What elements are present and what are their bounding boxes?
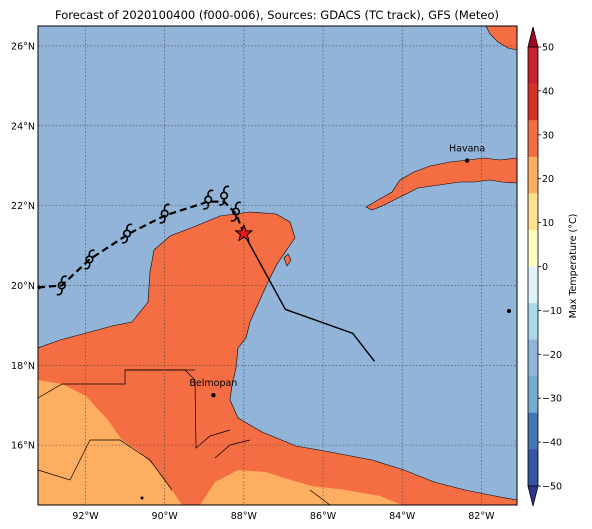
colorbar-band	[528, 449, 538, 487]
colorbar-band	[528, 303, 538, 340]
land-island	[140, 496, 144, 500]
city-label: Havana	[449, 144, 485, 155]
lon-tick-label: 86°W	[310, 511, 337, 522]
colorbar: 50 40 30 20 10 0 −10 −20 −30 −40 −50	[527, 26, 562, 507]
lon-tick-label: 82°W	[468, 511, 495, 522]
colorbar-band	[528, 266, 538, 304]
colorbar-band	[528, 229, 538, 267]
colorbar-band	[528, 376, 538, 414]
lat-tick-label: 24°N	[11, 121, 35, 132]
colorbar-extend-max	[527, 26, 539, 48]
country-borders	[38, 369, 331, 505]
track-start-dot	[37, 285, 41, 290]
colorbar-tick-label: −40	[542, 438, 562, 449]
lat-tick-label: 18°N	[11, 361, 35, 372]
map-panel	[38, 26, 517, 505]
land-highlands-west	[38, 380, 182, 505]
lon-tick-label: 88°W	[231, 511, 258, 522]
land-island	[507, 309, 511, 313]
land-highlands-south	[200, 470, 402, 505]
map-frame	[37, 25, 518, 506]
lat-tick-label: 26°N	[11, 41, 35, 52]
colorbar-tick-label: 30	[542, 130, 554, 141]
colorbar-tick-label: −30	[542, 394, 562, 405]
colorbar-tick-label: 50	[542, 43, 554, 54]
current-position-star-icon	[234, 223, 254, 242]
tc-tracks	[37, 185, 376, 362]
colorbar-tick-label: 20	[542, 174, 554, 185]
lat-tick-label: 22°N	[11, 201, 35, 212]
colorbar-band	[528, 193, 538, 231]
colorbar-tick-label: −20	[542, 350, 562, 361]
colorbar-label: Max Temperature (°C)	[568, 214, 579, 319]
colorbar-band	[528, 83, 538, 121]
colorbar-band	[528, 339, 538, 377]
city-dot	[211, 393, 216, 398]
lon-tick-label: 90°W	[152, 511, 179, 522]
colorbar-tick-label: 40	[542, 86, 554, 97]
past-track-line	[37, 200, 245, 289]
lon-tick-label: 92°W	[72, 511, 99, 522]
colorbar-tick-label: 10	[542, 218, 554, 229]
figure-title: Forecast of 2020100400 (f000-006), Sourc…	[55, 8, 499, 22]
lat-tick-label: 20°N	[11, 281, 35, 292]
colorbar-band	[528, 47, 538, 84]
city-dot	[464, 158, 470, 163]
land-cuba	[365, 157, 517, 211]
lon-tick-label: 84°W	[389, 511, 416, 522]
graticule	[38, 26, 517, 505]
forecast-track-line	[243, 233, 376, 362]
city-markers: Havana Belmopan	[189, 144, 485, 398]
colorbar-band	[528, 156, 538, 194]
colorbar-tick-label: −10	[542, 306, 562, 317]
colorbar-extend-min	[527, 485, 539, 507]
city-label: Belmopan	[189, 378, 237, 389]
land-florida	[485, 26, 517, 51]
lat-tick-label: 16°N	[11, 441, 35, 452]
axis-ticks: 92°W 90°W 88°W 86°W 84°W 82°W 16°N 18°N 20°N 22°N…	[11, 41, 495, 522]
colorbar-band	[528, 412, 538, 450]
colorbar-tick-label: −50	[542, 482, 562, 493]
colorbar-tick-label: 0	[542, 262, 548, 273]
colorbar-band	[528, 120, 538, 158]
land-cozumel	[283, 253, 292, 267]
